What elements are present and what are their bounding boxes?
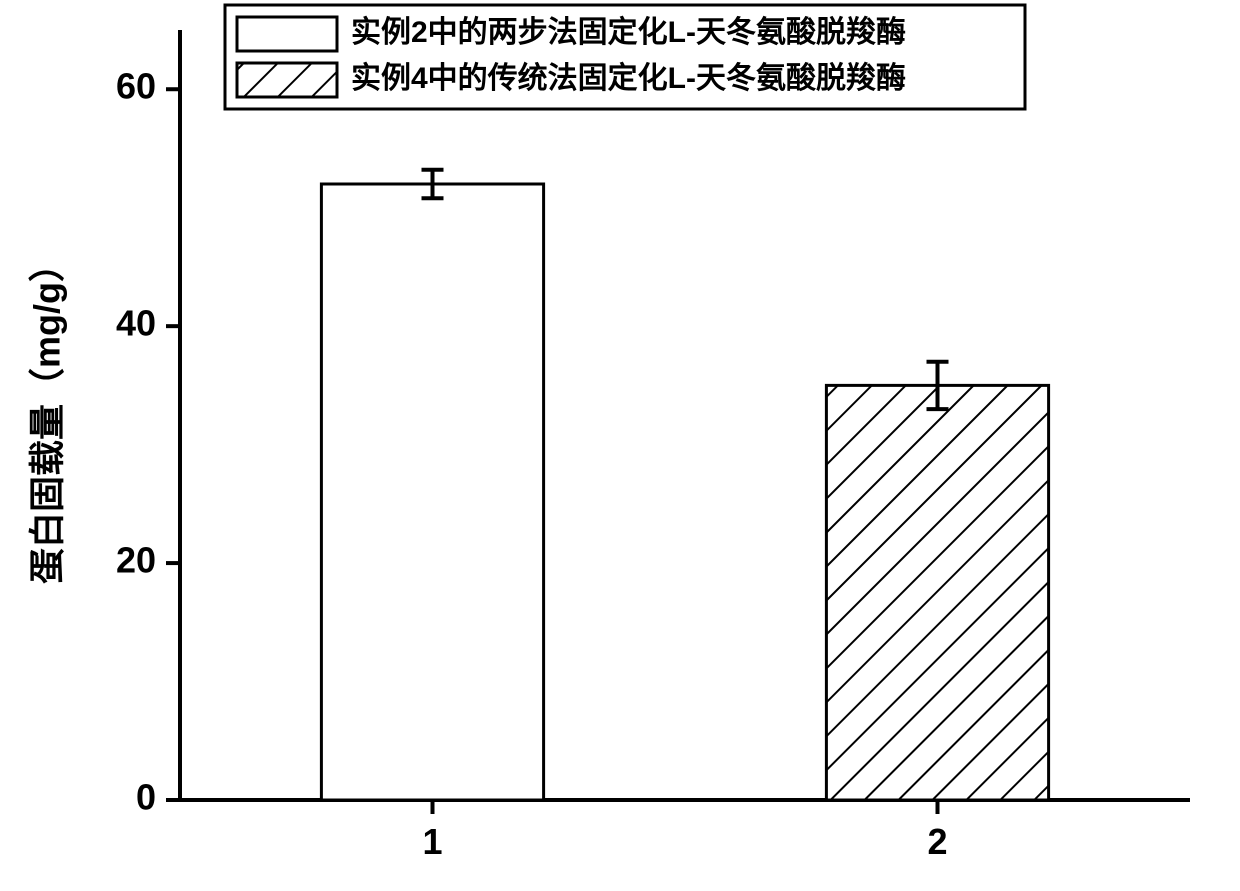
x-tick-label: 2 [927,821,947,862]
legend-swatch [237,63,337,97]
bar [321,184,543,800]
legend-label: 实例2中的两步法固定化L-天冬氨酸脱羧酶 [351,15,906,49]
bar [826,385,1048,800]
chart-container: 0 20 40 60 蛋白固载量（mg/g） 1 2 实例2中的两步法固定化L-天冬氨酸脱羧酶… [0,0,1240,891]
legend-label: 实例4中的传统法固定化L-天冬氨酸脱羧酶 [351,61,906,95]
y-axis-label: 蛋白固载量（mg/g） [27,246,68,584]
legend-swatch [237,17,337,51]
y-tick-label: 40 [116,303,156,344]
x-tick-label: 1 [422,821,442,862]
y-tick-label: 20 [116,540,156,581]
y-tick-label: 0 [136,777,156,818]
bar-chart: 0 20 40 60 蛋白固载量（mg/g） 1 2 实例2中的两步法固定化L-天冬氨酸脱羧酶… [0,0,1240,891]
y-tick-label: 60 [116,66,156,107]
